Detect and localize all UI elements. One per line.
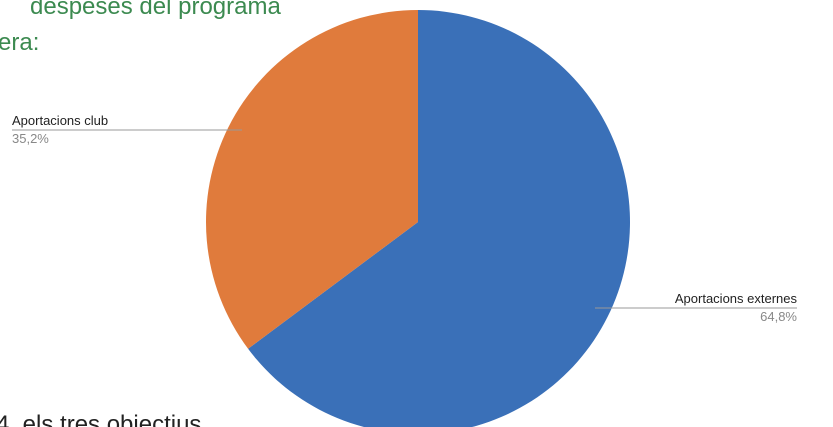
doc-line: era: xyxy=(0,29,39,56)
slice-label: Aportacions externes xyxy=(675,291,798,306)
doc-line: 4. els tres objectius xyxy=(0,411,201,427)
slice-label: Aportacions club xyxy=(12,113,108,128)
doc-line: despeses del programa xyxy=(30,0,281,20)
slice-value: 35,2% xyxy=(12,131,49,146)
pie-slice xyxy=(205,10,418,349)
pie-slice xyxy=(248,10,630,427)
slice-value: 64,8% xyxy=(760,309,797,324)
